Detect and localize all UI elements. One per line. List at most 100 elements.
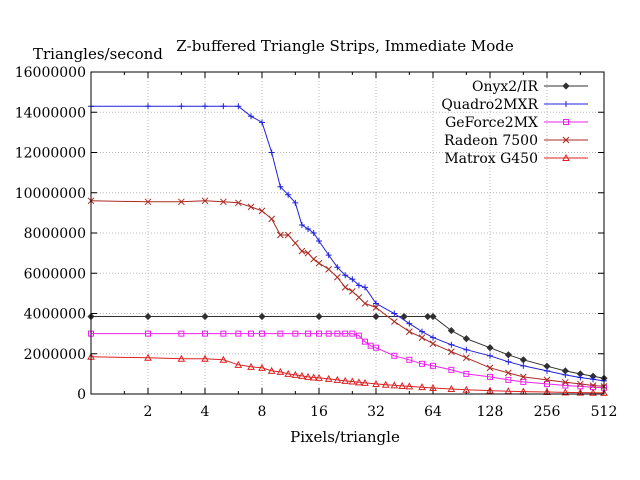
data-point xyxy=(201,354,209,362)
data-point xyxy=(202,103,208,110)
data-point xyxy=(304,372,312,380)
data-point xyxy=(316,330,322,337)
legend-item: Matrox G450 xyxy=(444,151,588,167)
data-point xyxy=(462,354,470,362)
data-point xyxy=(361,300,369,307)
y-tick-label: 14000000 xyxy=(15,105,86,121)
data-point xyxy=(373,344,379,351)
data-point xyxy=(462,335,470,343)
data-point xyxy=(447,327,455,335)
series-matrox-g450 xyxy=(87,352,608,396)
data-point xyxy=(486,386,494,394)
data-point xyxy=(247,203,255,211)
data-point xyxy=(520,378,527,385)
data-point xyxy=(310,230,317,236)
data-point xyxy=(144,312,152,321)
legend-label: Radeon 7500 xyxy=(444,133,538,149)
data-point xyxy=(325,330,332,337)
data-point xyxy=(543,376,551,384)
data-point xyxy=(342,330,349,337)
data-point xyxy=(487,373,493,380)
data-point xyxy=(276,367,285,375)
data-point xyxy=(462,385,471,393)
x-tick-label: 4 xyxy=(201,404,210,420)
data-point xyxy=(304,249,312,257)
data-point xyxy=(258,207,266,215)
data-point xyxy=(177,354,186,362)
data-point xyxy=(519,356,527,364)
data-point xyxy=(600,388,608,396)
data-point xyxy=(259,330,265,337)
y-tick-label: 12000000 xyxy=(15,146,86,162)
data-point xyxy=(178,330,185,337)
legend-marker xyxy=(562,153,570,161)
data-point xyxy=(291,239,299,247)
data-point xyxy=(342,272,349,279)
data-point xyxy=(561,378,569,386)
x-axis-label: Pixels/triangle xyxy=(290,428,400,446)
data-point xyxy=(405,328,413,335)
data-point xyxy=(519,373,527,381)
data-point xyxy=(234,360,243,368)
data-point xyxy=(219,198,227,206)
legend-label: GeForce2MX xyxy=(445,115,538,131)
data-point xyxy=(309,373,318,381)
data-point xyxy=(406,356,413,363)
data-point xyxy=(292,330,299,337)
data-point xyxy=(418,383,426,391)
series-quadro2mxr xyxy=(88,103,607,384)
data-point xyxy=(544,380,550,387)
data-point xyxy=(589,382,597,389)
data-point xyxy=(298,371,306,379)
data-point xyxy=(349,276,356,283)
data-point xyxy=(349,330,356,337)
data-point xyxy=(486,364,494,372)
data-point xyxy=(424,312,432,321)
data-point xyxy=(334,330,341,337)
data-point xyxy=(315,373,323,381)
data-point xyxy=(247,362,255,370)
series-line xyxy=(90,356,605,394)
y-tick-label: 8000000 xyxy=(24,226,86,242)
series-line xyxy=(91,333,605,389)
data-point xyxy=(463,346,470,353)
data-point xyxy=(447,348,455,356)
data-point xyxy=(418,334,426,342)
data-point xyxy=(258,363,266,371)
data-point xyxy=(355,282,362,289)
data-point xyxy=(259,119,265,126)
x-tick-label: 128 xyxy=(477,404,504,420)
legend-label: Matrox G450 xyxy=(444,151,538,167)
data-point xyxy=(144,198,152,206)
data-point xyxy=(178,103,185,110)
data-point xyxy=(463,370,470,377)
x-tick-label: 32 xyxy=(367,404,385,420)
data-point xyxy=(576,388,585,396)
data-point xyxy=(201,197,209,205)
data-point xyxy=(486,344,494,352)
data-point xyxy=(202,330,208,337)
data-point xyxy=(145,330,151,337)
data-point xyxy=(576,380,584,388)
data-point xyxy=(276,231,284,239)
data-point xyxy=(577,374,584,381)
data-point xyxy=(325,265,333,273)
data-point xyxy=(305,225,312,232)
data-point xyxy=(324,374,333,382)
data-point xyxy=(234,199,242,207)
data-point xyxy=(277,330,284,337)
y-axis-label: Triangles/second xyxy=(33,45,163,63)
y-tick-label: 10000000 xyxy=(15,186,86,202)
data-point xyxy=(373,300,379,307)
data-point xyxy=(419,360,426,367)
data-point xyxy=(315,312,323,321)
data-point xyxy=(429,340,437,348)
data-point xyxy=(315,259,323,267)
data-point xyxy=(268,149,275,156)
legend-label: Onyx2/IR xyxy=(472,79,538,95)
legend-item: Radeon 7500 xyxy=(444,133,588,149)
data-point xyxy=(219,355,228,363)
data-point xyxy=(220,330,227,337)
data-point xyxy=(430,334,436,341)
data-point xyxy=(505,358,512,365)
